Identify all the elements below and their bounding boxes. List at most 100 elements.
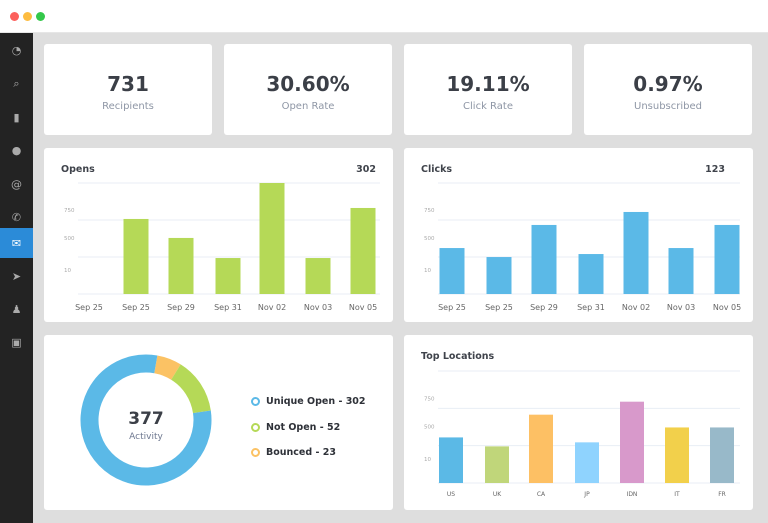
stat-value: 731: [107, 72, 149, 96]
clipboard-icon: ▣: [11, 335, 22, 349]
sidebar-item-send[interactable]: ➤: [0, 261, 33, 291]
legend-label: Not Open - 52: [266, 422, 341, 433]
y-tick-label: 750: [424, 396, 435, 402]
bar: [714, 224, 740, 294]
chart-title: Top Locations: [421, 351, 495, 362]
phone-icon: ✆: [11, 211, 22, 224]
donut-slice: [80, 354, 212, 486]
legend-item: Not Open - 52: [251, 422, 340, 433]
stat-value: 19.11%: [446, 72, 530, 96]
bar: [439, 437, 463, 483]
legend-marker: [251, 397, 260, 406]
y-tick-label: 10: [64, 268, 71, 274]
at-icon: @: [11, 177, 22, 191]
chart-total: 302: [356, 164, 376, 175]
sidebar-item-user[interactable]: ♟: [0, 294, 33, 324]
legend-label: Bounced - 23: [266, 447, 336, 458]
bar: [529, 414, 553, 483]
bar: [710, 427, 734, 483]
chart-title: Clicks: [421, 164, 453, 175]
x-tick-label: Sep 25: [485, 303, 513, 312]
bar: [259, 183, 285, 294]
sidebar: ◔ ⌕ ▮ ● @ ✆ ✉ ➤ ♟ ▣: [0, 33, 33, 523]
x-tick-label: Sep 25: [75, 303, 103, 312]
y-tick-label: 750: [424, 208, 435, 214]
legend-item: Unique Open - 302: [251, 396, 366, 407]
chat-icon: ●: [11, 144, 22, 157]
bar: [215, 258, 241, 294]
clicks-chart-card: Clicks 123 750 500 10 Sep 25 Sep 25 Sep 29 Sep…: [404, 148, 753, 322]
minimize-button[interactable]: [23, 12, 32, 21]
bar-chart-icon: ▮: [13, 110, 20, 124]
sidebar-item-clipboard[interactable]: ▣: [0, 327, 33, 357]
stat-card-unsubscribed: 0.97% Unsubscribed: [584, 44, 752, 135]
donut-chart: [80, 354, 212, 486]
window-titlebar: [0, 0, 768, 33]
x-tick-label: Nov 02: [258, 303, 286, 312]
x-tick-label: US: [447, 491, 455, 498]
legend-label: Unique Open - 302: [266, 396, 366, 407]
stat-value: 0.97%: [633, 72, 703, 96]
y-tick-label: 10: [424, 457, 431, 463]
x-tick-label: Nov 02: [622, 303, 650, 312]
x-tick-label: Sep 29: [167, 303, 195, 312]
bar: [168, 237, 194, 294]
close-button[interactable]: [10, 12, 19, 21]
x-tick-label: FR: [718, 491, 726, 498]
x-tick-label: IDN: [627, 491, 638, 498]
stat-label: Recipients: [102, 101, 154, 112]
x-tick-label: CA: [537, 491, 546, 498]
legend-marker: [251, 423, 260, 432]
donut-center-value: 377: [128, 409, 164, 429]
stat-label: Open Rate: [281, 101, 335, 112]
send-icon: ➤: [11, 269, 22, 283]
mail-icon: ✉: [11, 236, 22, 250]
bar: [123, 218, 149, 294]
x-tick-label: Sep 25: [438, 303, 466, 312]
maximize-button[interactable]: [36, 12, 45, 21]
y-tick-label: 500: [64, 236, 75, 242]
x-tick-label: Nov 03: [667, 303, 695, 312]
bar: [305, 258, 331, 294]
donut-slice: [170, 364, 211, 414]
bar: [575, 442, 599, 483]
bar: [668, 248, 694, 294]
sidebar-item-chat[interactable]: ●: [0, 136, 33, 166]
y-tick-label: 10: [424, 268, 431, 274]
legend-item: Bounced - 23: [251, 447, 336, 458]
x-tick-label: Nov 03: [304, 303, 332, 312]
sidebar-item-search[interactable]: ⌕: [0, 69, 33, 99]
dashboard-icon: ◔: [11, 43, 22, 57]
sidebar-item-phone[interactable]: ✆: [0, 203, 33, 233]
bar: [350, 207, 376, 294]
sidebar-item-mail[interactable]: ✉: [0, 228, 33, 258]
sidebar-item-at[interactable]: @: [0, 169, 33, 199]
x-tick-label: Sep 31: [577, 303, 605, 312]
bar-chart: 750 500 10 US UK CA JP IDN IT FR: [424, 370, 740, 498]
y-tick-label: 750: [64, 208, 75, 214]
user-icon: ♟: [11, 302, 22, 316]
search-icon: ⌕: [13, 76, 20, 90]
bar: [578, 254, 604, 294]
y-tick-label: 500: [424, 425, 435, 431]
stat-card-click-rate: 19.11% Click Rate: [404, 44, 572, 135]
bar: [620, 401, 644, 483]
sidebar-item-dashboard[interactable]: ◔: [0, 35, 33, 65]
x-tick-label: Nov 05: [349, 303, 377, 312]
bar-chart: 750 500 10 Sep 25 Sep 25 Sep 29 Sep 31 Nov 02 No…: [64, 182, 380, 312]
x-tick-label: Sep 31: [214, 303, 242, 312]
donut-slice: [153, 355, 181, 380]
stat-label: Unsubscribed: [634, 101, 702, 112]
x-tick-label: Sep 25: [122, 303, 150, 312]
legend-marker: [251, 448, 260, 457]
sidebar-item-bar-chart[interactable]: ▮: [0, 102, 33, 132]
y-tick-label: 500: [424, 236, 435, 242]
stat-card-recipients: 731 Recipients: [44, 44, 212, 135]
dashboard: 731 Recipients 30.60% Open Rate 19.11% Clic…: [33, 33, 768, 523]
bar: [623, 211, 649, 294]
bar-chart: 750 500 10 Sep 25 Sep 25 Sep 29 Sep 31 Nov 02 No…: [424, 182, 741, 312]
top-locations-card: Top Locations 750 500 10 US UK CA JP IDN IT FR: [404, 335, 753, 510]
x-tick-label: Nov 05: [713, 303, 741, 312]
bar: [665, 427, 689, 483]
x-tick-label: UK: [493, 491, 502, 498]
